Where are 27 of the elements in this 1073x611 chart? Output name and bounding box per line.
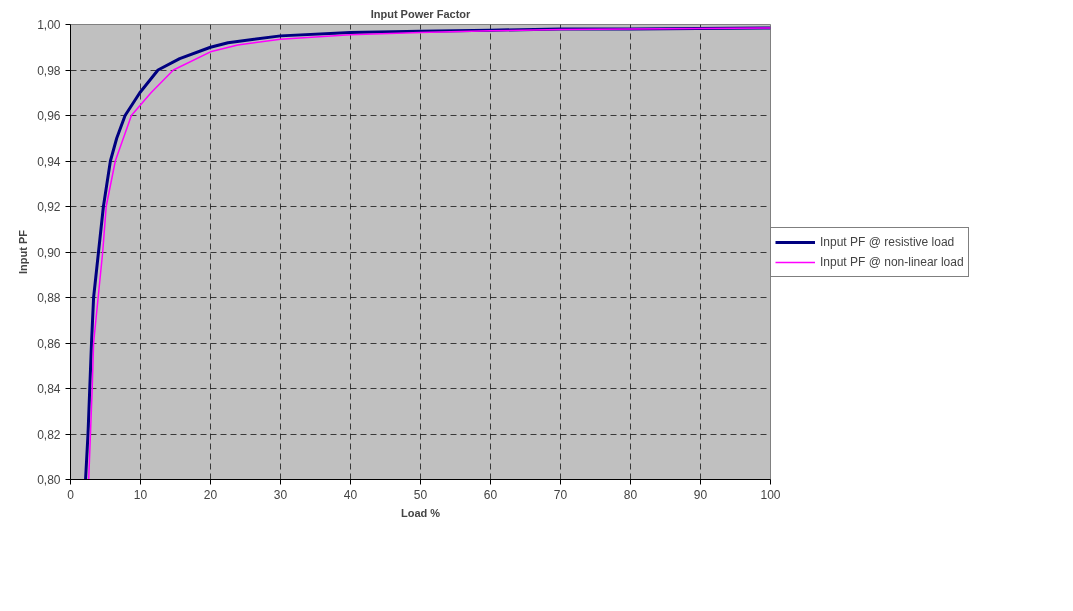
y-tick-label: 0,86 (37, 336, 61, 351)
x-tick-label: 20 (203, 487, 218, 502)
x-tick-label: 90 (693, 487, 708, 502)
x-tick-label: 100 (760, 487, 781, 502)
x-tick-label: 80 (623, 487, 638, 502)
x-tick-label: 40 (343, 487, 358, 502)
legend-label: Input PF @ non-linear load (820, 254, 964, 269)
y-axis-title: Input PF (17, 229, 30, 274)
y-tick-label: 1,00 (37, 18, 61, 32)
x-tick-label: 30 (273, 487, 288, 502)
x-axis-title: Load % (400, 506, 441, 519)
x-tick-label: 0 (67, 487, 75, 502)
y-tick-label: 0,94 (37, 154, 61, 169)
y-tick-label: 0,90 (37, 245, 61, 260)
y-tick-label: 0,84 (37, 382, 61, 396)
y-tick-label: 0,80 (37, 473, 61, 487)
y-tick-label: 0,92 (37, 200, 61, 214)
x-tick-label: 10 (133, 487, 148, 502)
y-tick-label: 0,82 (37, 427, 61, 442)
x-tick-label: 70 (553, 487, 568, 502)
y-tick-label: 0,88 (37, 291, 61, 305)
legend-label: Input PF @ resistive load (820, 234, 955, 249)
x-tick-label: 50 (413, 487, 428, 502)
chart-title: Input Power Factor (370, 7, 472, 20)
x-tick-label: 60 (483, 487, 498, 502)
y-tick-label: 0,96 (37, 109, 61, 123)
y-tick-label: 0,98 (37, 63, 61, 78)
